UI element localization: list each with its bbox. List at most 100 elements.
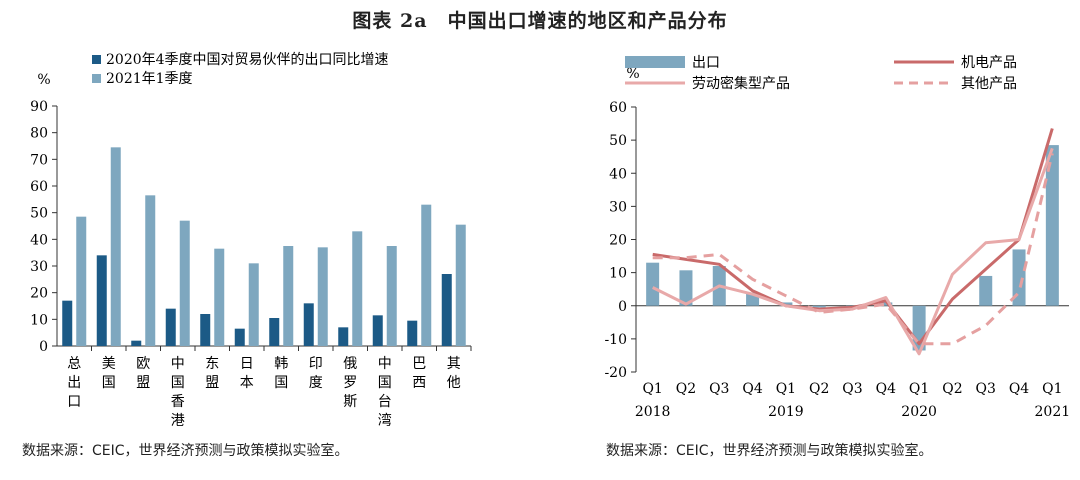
- export-bar-6: [812, 305, 826, 308]
- x-category-label-6: 日: [240, 356, 254, 372]
- y-tick-label: 80: [30, 126, 48, 142]
- bar-q4-2020-5: [200, 314, 211, 346]
- x-category-label-1: 出: [67, 375, 81, 391]
- y-tick-label: 70: [30, 152, 48, 168]
- y-tick-label: 30: [30, 259, 48, 275]
- y-tick-label: 10: [30, 312, 48, 328]
- y-tick-label: 40: [30, 232, 48, 248]
- x-category-label-10: 台: [378, 394, 392, 410]
- bar-q1-2021-11: [421, 204, 432, 346]
- y-tick-label: 10: [609, 266, 627, 282]
- series-line-2: [652, 147, 1054, 356]
- bar-q1-2021-10: [386, 246, 397, 346]
- x-category-label-7: 韩: [274, 356, 288, 372]
- x-quarter-label: Q3: [709, 381, 729, 397]
- y-tick-label: 40: [609, 166, 627, 182]
- y-tick-label: -10: [604, 332, 627, 348]
- bar-q4-2020-12: [441, 274, 452, 346]
- y-tick-label: 20: [609, 233, 627, 249]
- y-tick-label: -20: [604, 365, 627, 381]
- x-quarter-label: Q4: [1009, 381, 1029, 397]
- right-source-note: 数据来源：CEIC，世界经济预测与政策模拟实验室。: [606, 443, 933, 459]
- y-tick-label: 50: [609, 133, 627, 149]
- x-category-label-12: 其: [447, 356, 461, 372]
- export-bar-13: [1045, 145, 1059, 306]
- x-category-label-4: 港: [171, 413, 185, 429]
- x-category-label-9: 俄: [343, 356, 357, 372]
- bar-q1-2021-7: [283, 246, 294, 346]
- x-quarter-label: Q4: [742, 381, 762, 397]
- x-quarter-label: Q4: [876, 381, 896, 397]
- export-bar-11: [979, 275, 993, 306]
- bar-q1-2021-8: [317, 247, 328, 346]
- legend-label-2: 机电产品: [961, 55, 1017, 71]
- x-category-label-10: 国: [378, 375, 392, 391]
- export-bar-2: [679, 270, 693, 306]
- bar-q4-2020-11: [407, 320, 418, 346]
- legend-swatch-1: [92, 55, 101, 64]
- y-unit-label: %: [37, 72, 50, 88]
- x-quarter-label: Q1: [642, 381, 662, 397]
- left-source-note: 数据来源：CEIC，世界经济预测与政策模拟实验室。: [22, 443, 349, 459]
- bar-q4-2020-6: [234, 328, 245, 346]
- x-category-label-3: 欧: [136, 356, 150, 372]
- bar-q4-2020-10: [372, 315, 383, 346]
- x-quarter-label: Q3: [842, 381, 862, 397]
- y-tick-label: 60: [609, 100, 627, 116]
- x-category-label-5: 东: [205, 356, 219, 372]
- y-tick-label: 0: [39, 339, 48, 355]
- bar-q4-2020-8: [303, 303, 314, 346]
- x-category-label-8: 印: [309, 356, 323, 372]
- export-bar-8: [879, 302, 893, 306]
- x-category-label-2: 国: [102, 375, 116, 391]
- bar-q4-2020-9: [338, 327, 349, 346]
- x-year-label: 2019: [768, 404, 804, 420]
- x-category-label-4: 中: [171, 356, 185, 372]
- x-category-label-7: 国: [274, 375, 288, 391]
- x-quarter-label: Q2: [942, 381, 962, 397]
- export-bar-1: [646, 262, 660, 306]
- x-category-label-8: 度: [309, 375, 323, 391]
- x-year-label: 2018: [635, 404, 671, 420]
- series-line-3: [652, 153, 1054, 346]
- y-unit-label: %: [626, 66, 639, 82]
- x-quarter-label: Q3: [976, 381, 996, 397]
- x-category-label-11: 巴: [412, 356, 426, 372]
- x-category-label-1: 总: [67, 356, 81, 372]
- bar-q1-2021-9: [352, 231, 363, 346]
- x-quarter-label: Q1: [1042, 381, 1062, 397]
- bar-q1-2021-3: [145, 195, 156, 346]
- bar-q4-2020-3: [131, 340, 142, 346]
- bar-q1-2021-4: [179, 220, 190, 346]
- x-category-label-3: 盟: [136, 375, 150, 391]
- legend-label-2: 2021年1季度: [106, 71, 193, 87]
- x-quarter-label: Q2: [809, 381, 829, 397]
- x-category-label-4: 国: [171, 375, 185, 391]
- x-category-label-11: 西: [412, 375, 426, 391]
- x-category-label-10: 湾: [378, 412, 392, 429]
- y-tick-label: 60: [30, 179, 48, 195]
- y-tick-label: 30: [609, 199, 627, 215]
- export-bar-12: [1012, 249, 1026, 306]
- x-year-label: 2020: [901, 404, 937, 420]
- y-tick-label: 20: [30, 286, 48, 302]
- series-line-1: [652, 128, 1054, 346]
- x-quarter-label: Q2: [676, 381, 696, 397]
- x-quarter-label: Q1: [909, 381, 929, 397]
- bar-q1-2021-5: [214, 248, 225, 346]
- figure-title: 图表 2a 中国出口增速的地区和产品分布: [352, 10, 728, 32]
- y-tick-label: 0: [618, 299, 627, 315]
- x-category-label-9: 斯: [343, 394, 357, 410]
- legend-swatch-exports: [625, 56, 685, 68]
- bar-q1-2021-12: [455, 224, 466, 346]
- x-category-label-4: 香: [171, 394, 185, 410]
- export-bar-5: [779, 302, 793, 306]
- bar-q4-2020-1: [62, 300, 73, 346]
- x-category-label-10: 中: [378, 356, 392, 372]
- bar-q4-2020-7: [269, 318, 280, 346]
- y-tick-label: 50: [30, 206, 48, 222]
- legend-label-3: 劳动密集型产品: [692, 75, 790, 92]
- x-quarter-label: Q1: [776, 381, 796, 397]
- bar-q1-2021-6: [248, 263, 259, 346]
